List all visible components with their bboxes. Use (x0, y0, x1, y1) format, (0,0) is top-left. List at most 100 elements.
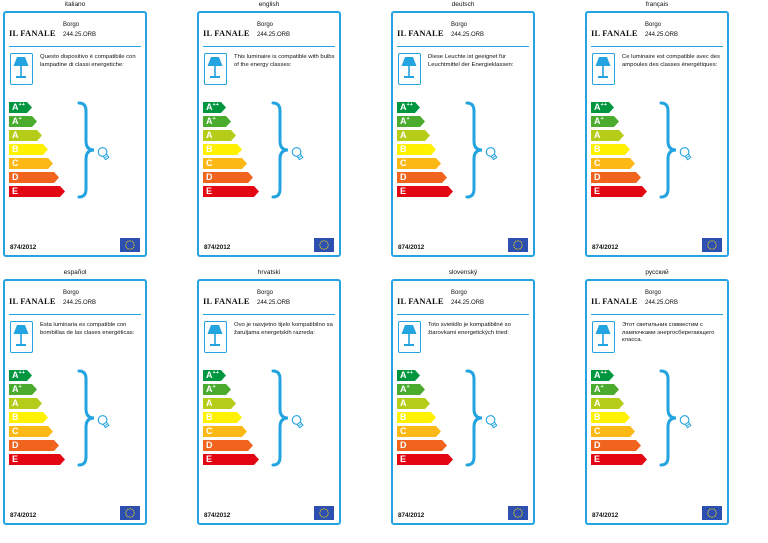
energy-class-letter: C (206, 158, 213, 168)
compatibility-text: Ovo je rasvjetno tijelo kompatibilno sa … (234, 322, 333, 336)
energy-class-label: A++ (206, 370, 219, 381)
product-info: Borgo 244.25.ORB (645, 288, 678, 308)
curly-brace-icon (659, 369, 677, 467)
brand-logo: IL FANALE (397, 28, 444, 38)
eu-flag (508, 506, 528, 520)
energy-class-label: B (400, 144, 407, 155)
energy-class-letter: C (400, 158, 407, 168)
eu-flag (314, 506, 334, 520)
energy-class-label: A (594, 398, 601, 409)
brand-logo: IL FANALE (397, 296, 444, 306)
language-title: deutsch (451, 1, 475, 8)
energy-class-label: E (594, 454, 600, 465)
regulation-number: 874/2012 (10, 512, 37, 519)
table-lamp-icon (401, 57, 417, 78)
energy-class-label: D (594, 440, 601, 451)
brand-logo: IL FANALE (203, 296, 250, 306)
product-name: Borgo (63, 290, 80, 296)
language-title: español (63, 269, 87, 276)
language-label-cell: english IL FANALE Borgo 244.25.ORB This lumi… (194, 0, 344, 258)
energy-class-label: A++ (206, 102, 219, 113)
energy-class-letter: D (206, 440, 213, 450)
product-name: Borgo (63, 22, 80, 28)
regulation-number: 874/2012 (398, 244, 425, 251)
energy-class-label: A (400, 130, 407, 141)
energy-class-label: E (206, 186, 212, 197)
energy-class-bar (9, 426, 53, 437)
energy-class-letter: A (12, 102, 19, 112)
energy-class-bar (9, 454, 65, 465)
header-divider (9, 46, 141, 47)
energy-class-letter: D (400, 440, 407, 450)
energy-class-label: A++ (12, 370, 25, 381)
energy-class-bar (397, 158, 441, 169)
energy-class-suffix: ++ (212, 370, 219, 376)
energy-class-label: B (206, 144, 213, 155)
product-info: Borgo 244.25.ORB (63, 20, 96, 40)
energy-class-label: C (206, 426, 213, 437)
energy-class-bar (397, 398, 430, 409)
energy-class-letter: B (594, 144, 601, 154)
energy-class-label: D (400, 172, 407, 183)
energy-class-label: B (594, 412, 601, 423)
energy-class-bar (9, 370, 32, 381)
energy-class-bar (203, 440, 253, 451)
compatibility-text: Diese Leuchte ist geeignet für Leuchtmit… (428, 54, 514, 68)
light-bulb-icon (679, 415, 692, 429)
energy-class-label: D (12, 440, 19, 451)
energy-class-letter: A (400, 130, 407, 140)
energy-class-letter: C (594, 158, 601, 168)
product-code: 244.25.ORB (451, 300, 485, 306)
energy-class-bar (397, 186, 453, 197)
energy-class-letter: E (400, 186, 407, 196)
energy-label-card: IL FANALE Borgo 244.25.ORB Diese Leuchte is… (391, 11, 535, 257)
energy-class-suffix: ++ (406, 370, 413, 376)
energy-label-card: IL FANALE Borgo 244.25.ORB Toto svietidlo j… (391, 279, 535, 525)
energy-class-letter: A (594, 102, 601, 112)
energy-class-suffix: + (212, 384, 216, 390)
energy-class-bar (203, 116, 231, 127)
light-bulb-icon (485, 415, 498, 429)
energy-label-card: IL FANALE Borgo 244.25.ORB Questo dispositi… (3, 11, 147, 257)
product-info: Borgo 244.25.ORB (63, 288, 96, 308)
energy-class-suffix: + (600, 384, 604, 390)
energy-class-label: A (594, 130, 601, 141)
energy-class-letter: C (400, 426, 407, 436)
language-title: hrvatski (257, 269, 281, 276)
light-bulb-icon (97, 415, 110, 429)
energy-class-suffix: + (600, 116, 604, 122)
energy-class-label: E (12, 186, 18, 197)
product-code: 244.25.ORB (257, 32, 291, 38)
curly-brace-icon (659, 101, 677, 199)
light-bulb-icon (679, 147, 692, 161)
product-info: Borgo 244.25.ORB (257, 20, 290, 40)
energy-class-label: C (400, 158, 407, 169)
energy-class-letter: A (206, 398, 213, 408)
energy-class-bar (591, 384, 619, 395)
energy-class-letter: A (594, 116, 601, 126)
energy-label-card: IL FANALE Borgo 244.25.ORB This luminaire i… (197, 11, 341, 257)
energy-class-label: A++ (594, 370, 607, 381)
energy-class-bar (397, 412, 436, 423)
energy-class-letter: E (594, 186, 601, 196)
energy-class-bar (203, 398, 236, 409)
regulation-number: 874/2012 (592, 512, 619, 519)
energy-class-suffix: ++ (600, 102, 607, 108)
energy-class-suffix: + (406, 384, 410, 390)
product-name: Borgo (645, 290, 662, 296)
energy-class-letter: A (12, 116, 19, 126)
product-code: 244.25.ORB (645, 32, 679, 38)
energy-class-letter: E (12, 186, 19, 196)
energy-class-label: D (12, 172, 19, 183)
energy-class-bar (203, 384, 231, 395)
energy-class-letter: A (12, 398, 19, 408)
light-bulb-icon (485, 147, 498, 161)
energy-class-bar (397, 454, 453, 465)
product-info: Borgo 244.25.ORB (451, 20, 484, 40)
energy-class-label: C (400, 426, 407, 437)
energy-class-label: A++ (12, 102, 25, 113)
energy-class-bar (9, 102, 32, 113)
energy-class-bar (9, 158, 53, 169)
product-name: Borgo (257, 290, 274, 296)
regulation-number: 874/2012 (10, 244, 37, 251)
